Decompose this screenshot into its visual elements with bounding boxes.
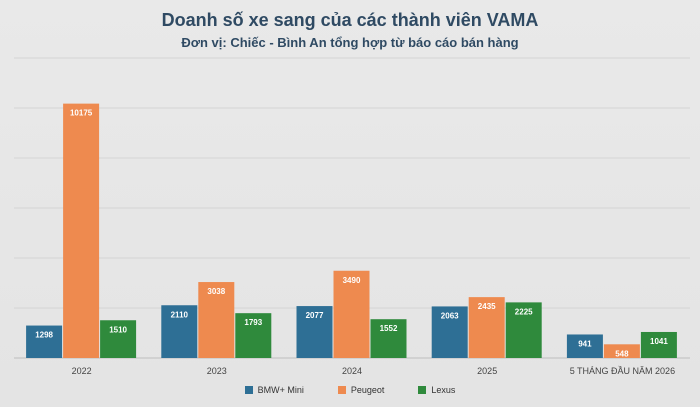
bar-peugeot-4: [603, 344, 640, 358]
data-label: 2063: [441, 311, 459, 320]
bar-lexus-2: [370, 319, 407, 358]
data-label: 941: [578, 339, 592, 348]
bar-peugeot-3: [468, 297, 505, 358]
bar-bmw-mini-2: [296, 306, 333, 358]
legend-label: BMW+ Mini: [257, 385, 304, 395]
bar-bmw-mini-1: [161, 305, 198, 358]
chart-legend: BMW+ Mini Peugeot Lexus: [0, 385, 700, 395]
x-tick-label: 2022: [72, 366, 92, 376]
chart-subtitle: Đơn vị: Chiếc - Bình An tổng hợp từ báo …: [181, 35, 519, 50]
legend-swatch: [337, 386, 346, 394]
data-label: 3038: [207, 287, 225, 296]
data-label: 2225: [515, 307, 533, 316]
data-label: 1510: [109, 325, 127, 334]
legend-swatch: [418, 386, 427, 394]
data-label: 2077: [306, 311, 324, 320]
bar-bmw-mini-0: [26, 325, 63, 358]
bar-peugeot-1: [198, 282, 235, 358]
x-tick-label: 2025: [477, 366, 497, 376]
bar-bmw-mini-3: [431, 306, 468, 358]
data-label: 1041: [650, 337, 668, 346]
data-label: 3490: [343, 276, 361, 285]
bar-bmw-mini-4: [566, 334, 603, 358]
data-label: 548: [615, 349, 629, 358]
bar-lexus-4: [640, 331, 677, 358]
bar-lexus-3: [505, 302, 542, 358]
data-label: 1793: [244, 318, 262, 327]
data-label: 2435: [478, 302, 496, 311]
data-label: 1552: [380, 324, 398, 333]
x-tick-label: 5 THÁNG ĐẦU NĂM 2026: [570, 366, 675, 376]
legend-item: Peugeot: [337, 385, 385, 395]
legend-item: Lexus: [418, 385, 455, 395]
data-label: 2110: [171, 310, 189, 319]
legend-swatch: [244, 386, 253, 394]
x-tick-label: 2023: [207, 366, 227, 376]
data-label: 10175: [70, 109, 93, 118]
chart-title: Doanh số xe sang của các thành viên VAMA: [161, 10, 539, 30]
data-label: 1298: [35, 331, 53, 340]
legend-label: Peugeot: [350, 385, 385, 395]
bar-lexus-1: [235, 313, 272, 358]
bar-peugeot-2: [333, 270, 370, 358]
legend-label: Lexus: [431, 385, 456, 395]
bar-lexus-0: [100, 320, 137, 358]
bar-peugeot-0: [63, 103, 100, 358]
x-tick-label: 2024: [342, 366, 362, 376]
legend-item: BMW+ Mini: [244, 385, 304, 395]
